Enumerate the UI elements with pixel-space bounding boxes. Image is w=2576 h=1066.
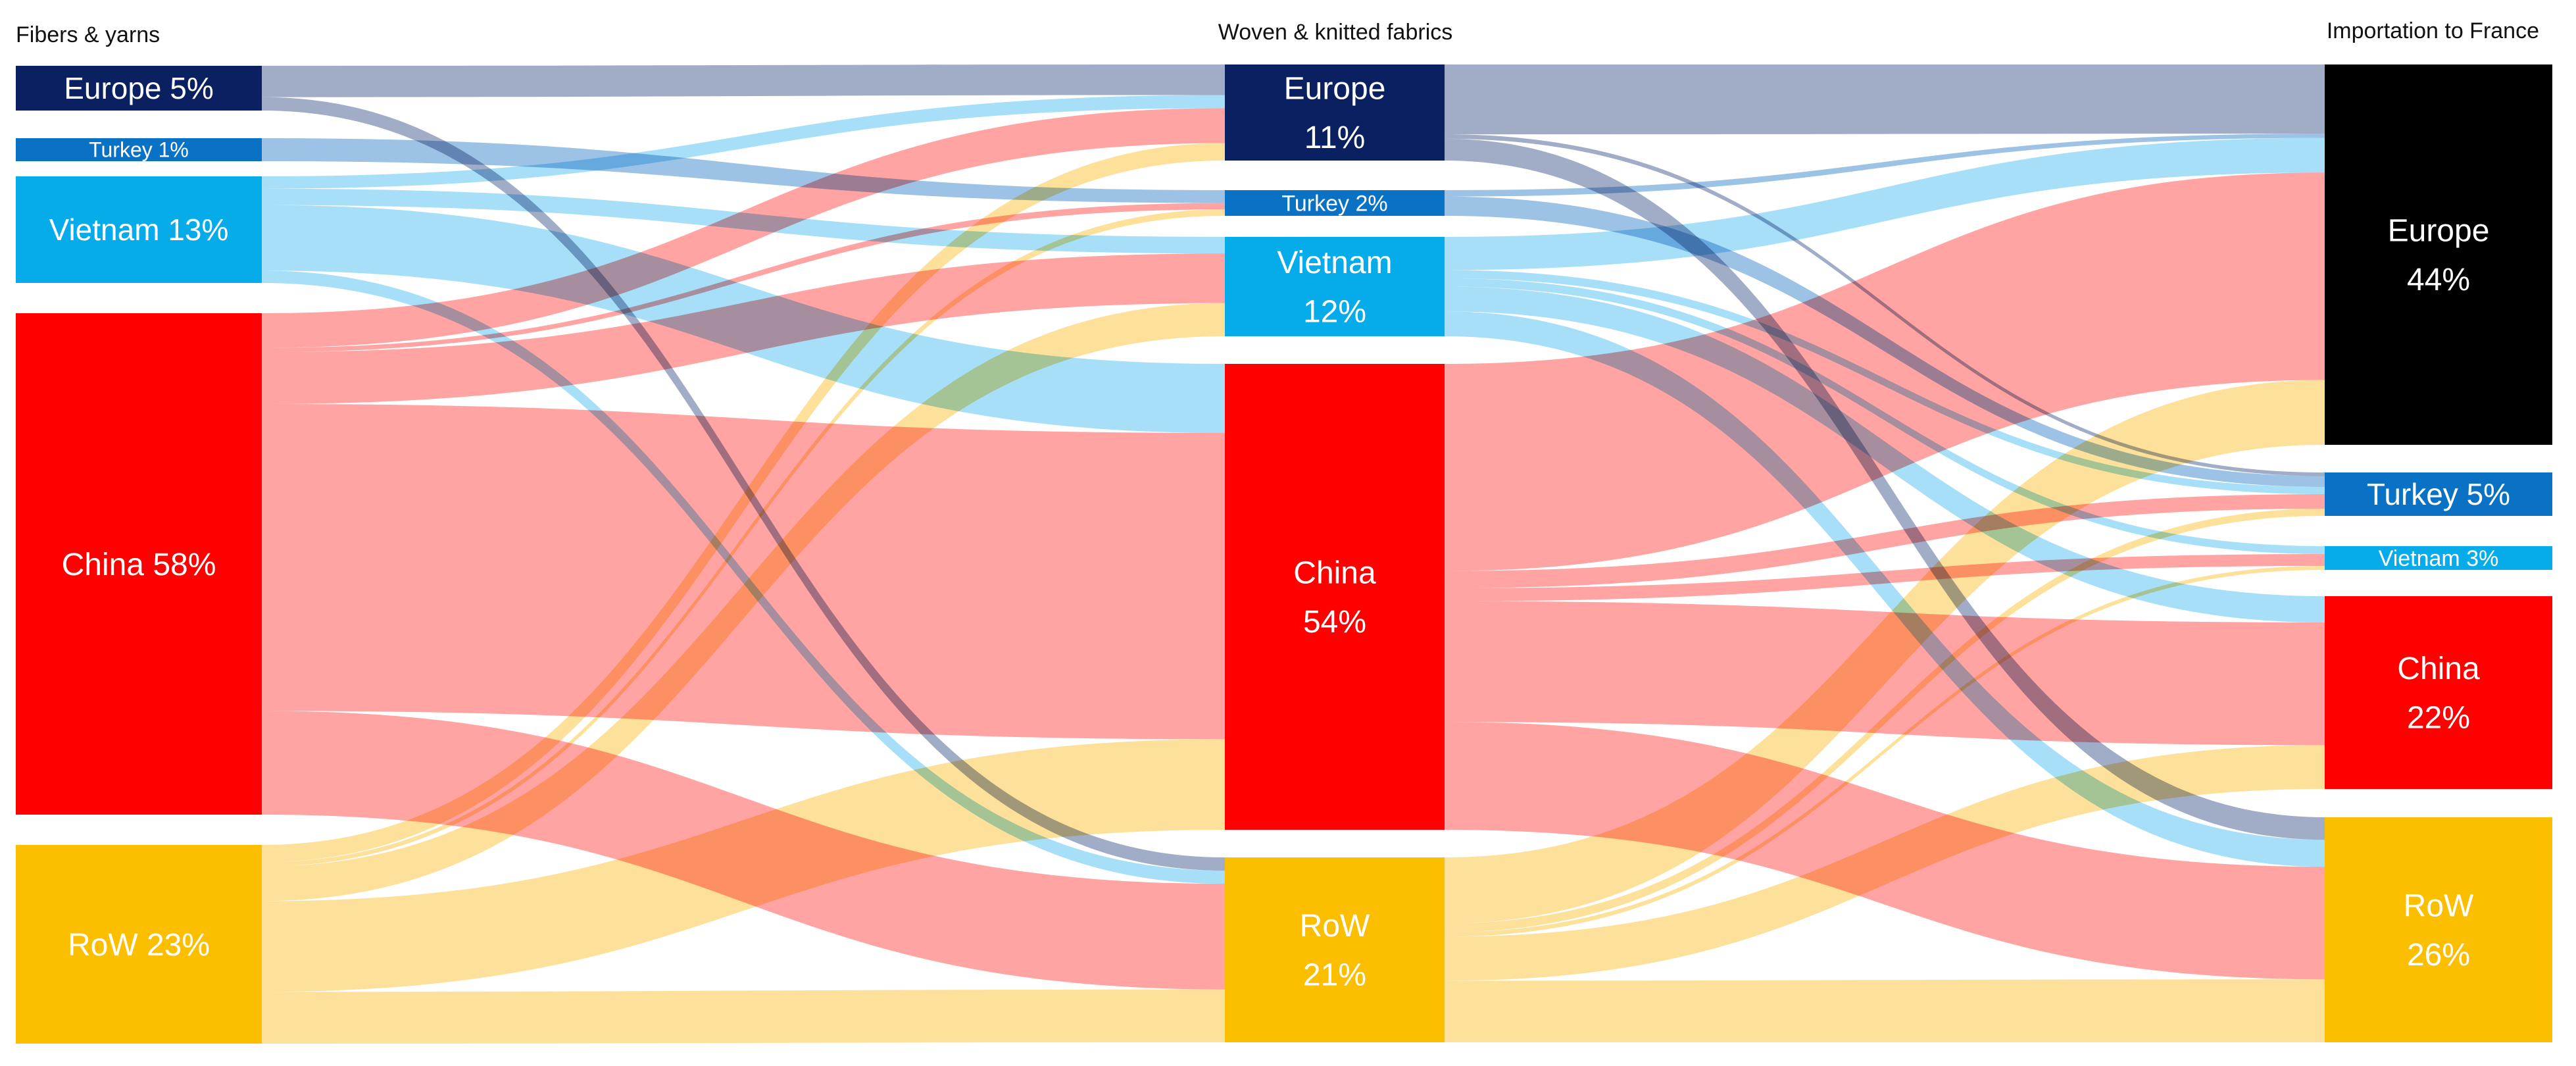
flow-s2_china-to-s3_europe	[1445, 172, 2325, 571]
node-label-s1_turkey-line1: Turkey 1%	[89, 138, 189, 162]
node-s3_vietnam: Vietnam 3%	[2325, 546, 2552, 571]
node-label-s3_turkey-line1: Turkey 5%	[2367, 477, 2510, 511]
node-bar-s3_vietnam	[2325, 546, 2552, 570]
stage-title-fibers-yarns: Fibers & yarns	[16, 22, 160, 47]
node-bar-s1_europe	[16, 66, 262, 111]
node-s3_europe: Europe 44%	[2325, 64, 2552, 445]
node-label-s1_china-line1: China 58%	[62, 547, 216, 582]
stage-title-woven-knitted-fabrics: Woven & knitted fabrics	[1218, 20, 1453, 45]
flow-s1_row-to-s2_china	[262, 739, 1225, 992]
node-label-s3_europe-line2: 44%	[2407, 263, 2470, 297]
node-label-s3_row-line2: 26%	[2407, 938, 2470, 973]
node-s3_china: China 22%	[2325, 596, 2552, 789]
node-label-s3_row-line1: RoW	[2404, 889, 2474, 924]
node-bar-s3_turkey	[2325, 472, 2552, 516]
node-s3_row: RoW 26%	[2325, 817, 2552, 1042]
node-label-s2_row-line2: 21%	[1303, 958, 1366, 993]
node-s1_turkey: Turkey 1%	[16, 138, 262, 162]
node-s1_europe: Europe 5%	[16, 66, 262, 111]
node-label-s2_vietnam-line2: 12%	[1303, 295, 1366, 330]
stage-titles: Fibers & yarns Woven & knitted fabrics I…	[16, 18, 2539, 47]
node-label-s3_europe-line1: Europe	[2388, 214, 2490, 249]
node-label-s1_europe-line1: Europe 5%	[64, 71, 214, 105]
node-s2_china: China 54%	[1225, 364, 1445, 830]
flow-s1_turkey-to-s2_turkey	[262, 138, 1225, 203]
node-bar-s2_row	[1225, 857, 1445, 1042]
node-bar-s2_turkey	[1225, 190, 1445, 216]
node-bar-s3_row	[2325, 817, 2552, 1042]
flow-s1_row-to-s2_vietnam	[262, 303, 1225, 901]
node-layer: Europe 5% Turkey 1% Vietnam 13% China 58% Ro…	[16, 64, 2552, 1044]
stage-title-importation-to-france: Importation to France	[2327, 18, 2539, 43]
node-label-s2_europe-line1: Europe	[1284, 72, 1386, 107]
flow-s1_row-to-s2_row	[262, 989, 1225, 1044]
flow-s2_china-to-s3_turkey	[1445, 494, 2325, 588]
flow-s2_china-to-s3_vietnam	[1445, 554, 2325, 601]
node-label-s2_europe-line2: 11%	[1304, 120, 1366, 155]
node-label-s2_turkey-line1: Turkey 2%	[1281, 191, 1387, 216]
flow-s2_row-to-s3_turkey	[1445, 509, 2325, 932]
node-bar-s1_row	[16, 845, 262, 1044]
node-bar-s2_europe	[1225, 64, 1445, 161]
node-s2_row: RoW 21%	[1225, 857, 1445, 1042]
flow-s2_turkey-to-s3_europe	[1445, 134, 2325, 197]
flow-s1_china-to-s2_turkey	[262, 203, 1225, 353]
node-bar-s2_china	[1225, 364, 1445, 830]
node-label-s3_china-line1: China	[2397, 651, 2480, 686]
node-bar-s1_china	[16, 313, 262, 815]
node-label-s3_china-line2: 22%	[2407, 701, 2470, 736]
node-label-s3_vietnam-line1: Vietnam 3%	[2379, 546, 2499, 571]
flow-s1_vietnam-to-s2_europe	[262, 95, 1225, 189]
flow-s1_row-to-s2_europe	[262, 143, 1225, 863]
flow-s1_china-to-s2_europe	[262, 108, 1225, 348]
flow-s2_europe-to-s3_row	[1445, 138, 2325, 840]
flow-s2_vietnam-to-s3_europe	[1445, 138, 2325, 270]
flow-s2_row-to-s3_europe	[1445, 380, 2325, 924]
node-bar-s3_china	[2325, 596, 2552, 789]
node-bar-s3_europe	[2325, 64, 2552, 445]
flow-s1_china-to-s2_vietnam	[262, 253, 1225, 404]
node-label-s1_vietnam-line1: Vietnam 13%	[49, 213, 229, 247]
node-s2_turkey: Turkey 2%	[1225, 190, 1445, 216]
flow-s1_europe-to-s2_europe	[262, 64, 1225, 97]
node-label-s2_vietnam-line1: Vietnam	[1277, 245, 1392, 280]
node-s1_china: China 58%	[16, 313, 262, 815]
flow-layer	[262, 64, 2325, 1044]
flow-s2_vietnam-to-s3_row	[1445, 311, 2325, 867]
flow-s2_row-to-s3_vietnam	[1445, 566, 2325, 937]
node-s2_vietnam: Vietnam 12%	[1225, 237, 1445, 336]
node-label-s1_row-line1: RoW 23%	[68, 928, 210, 963]
flow-s1_china-to-s2_china	[262, 403, 1225, 740]
flow-s2_europe-to-s3_europe	[1445, 64, 2325, 135]
node-s3_turkey: Turkey 5%	[2325, 472, 2552, 516]
flow-s2_row-to-s3_china	[1445, 745, 2325, 981]
flow-s2_row-to-s3_row	[1445, 979, 2325, 1042]
node-bar-s1_vietnam	[16, 176, 262, 283]
node-bar-s2_vietnam	[1225, 237, 1445, 336]
node-label-s2_china-line1: China	[1293, 556, 1376, 591]
flow-s1_row-to-s2_turkey	[262, 209, 1225, 867]
node-s1_vietnam: Vietnam 13%	[16, 176, 262, 283]
node-label-s2_china-line2: 54%	[1303, 605, 1366, 640]
node-bar-s1_turkey	[16, 138, 262, 161]
node-s1_row: RoW 23%	[16, 845, 262, 1044]
node-label-s2_row-line1: RoW	[1300, 909, 1370, 944]
node-s2_europe: Europe 11%	[1225, 64, 1445, 161]
